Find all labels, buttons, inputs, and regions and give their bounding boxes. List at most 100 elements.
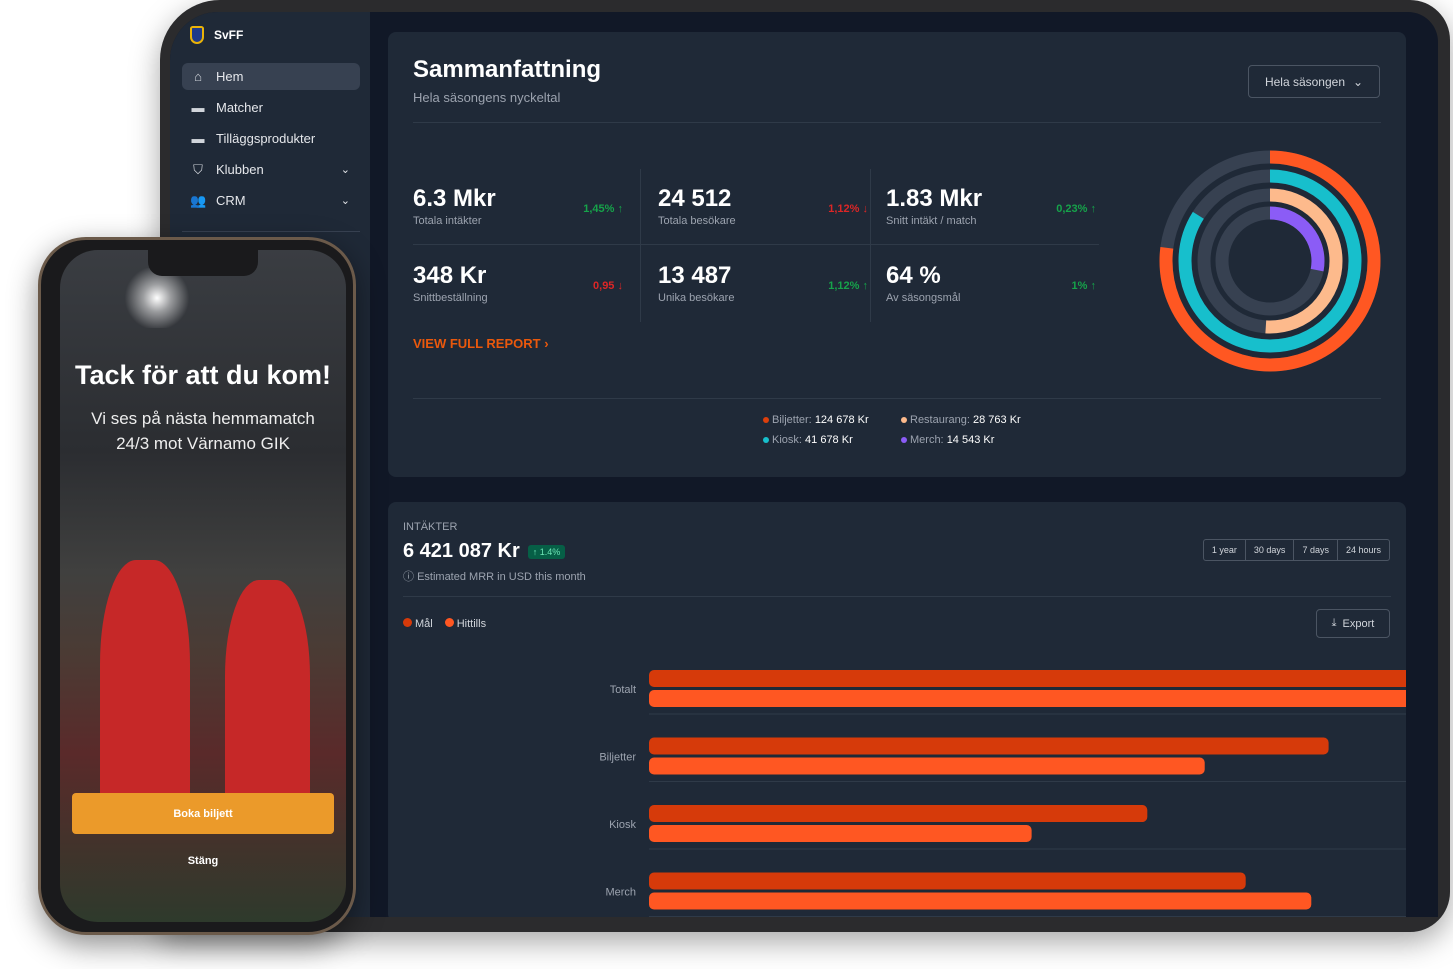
kpi-tile: 24 512 Totala besökare 1,12% ↓ <box>658 185 868 245</box>
chevron-right-icon: › <box>544 336 549 351</box>
kpi-delta: 0,95 ↓ <box>593 280 623 292</box>
crest-logo <box>190 26 204 44</box>
divider <box>403 596 1391 597</box>
bar-biljetter-mal <box>649 737 1329 755</box>
book-ticket-button[interactable]: Boka biljett <box>72 793 334 834</box>
kpi-delta: 0,23% ↑ <box>1056 203 1096 215</box>
divider <box>413 244 1099 245</box>
bar-merch-hittills <box>649 892 1312 910</box>
arrow-down-icon: ↓ <box>862 203 869 215</box>
range-1-year[interactable]: 1 year <box>1211 545 1237 555</box>
category-label: Merch <box>605 887 636 899</box>
bar-totalt-hittills <box>649 690 1406 707</box>
sidebar-item-label: Hem <box>216 69 244 84</box>
summary-card: Sammanfattning Hela säsongens nyckeltal … <box>388 32 1406 477</box>
kpi-tile: 64 % Av säsongsmål 1% ↑ <box>886 262 1096 322</box>
arrow-up-icon: ↑ <box>1090 203 1097 215</box>
legend-amount: 28 763 Kr <box>973 414 1021 426</box>
divider <box>413 122 1381 123</box>
subtitle: Hela säsongens nyckeltal <box>413 90 561 105</box>
kpi-value: 1.83 Mkr <box>886 185 983 212</box>
legend-item: Merch: 14 543 Kr <box>901 434 1041 446</box>
legend-item: Kiosk: 41 678 Kr <box>763 434 901 446</box>
sidebar-item-matcher[interactable]: ▬ Matcher <box>182 94 360 121</box>
category-label: Totalt <box>610 684 636 696</box>
range-24-hours[interactable]: 24 hours <box>1336 540 1389 560</box>
delta-value: 0,23% <box>1056 203 1088 215</box>
view-full-report-link[interactable]: VIEW FULL REPORT › <box>413 336 549 351</box>
kpi-tile: 6.3 Mkr Totala intäkter 1,45% ↑ <box>413 185 623 245</box>
legend-amount: 14 543 Kr <box>946 434 995 446</box>
divider <box>640 169 641 322</box>
legend-dot <box>763 417 769 423</box>
legend-label: Biljetter: <box>772 414 812 426</box>
kpi-label: Snitt intäkt / match <box>886 215 977 227</box>
dashboard-screen: SvFF ⌂ Hem ▬ Matcher ▬ Tilläggsprodukter ⛉ Klub… <box>170 12 1438 917</box>
kpi-value: 348 Kr <box>413 262 487 289</box>
bar-kiosk-hittills <box>649 825 1032 842</box>
sidebar-item-crm[interactable]: 👥 CRM ⌄ <box>182 187 360 214</box>
divider <box>870 169 871 322</box>
range-30-days[interactable]: 30 days <box>1244 540 1294 560</box>
ring-kiosk <box>1178 169 1362 353</box>
bar-biljetter-hittills <box>649 757 1205 775</box>
kpi-label: Totala besökare <box>658 215 736 227</box>
kpi-label: Av säsongsmål <box>886 292 961 304</box>
player-photo <box>100 560 190 820</box>
message-line: 24/3 mot Värnamo GIK <box>116 434 290 453</box>
kpi-value: 6.3 Mkr <box>413 185 496 212</box>
divider <box>413 398 1381 399</box>
sidebar-item-tilläggsprodukter[interactable]: ▬ Tilläggsprodukter <box>182 125 360 152</box>
divider <box>182 231 360 232</box>
legend-amount: 124 678 Kr <box>814 414 869 426</box>
legend-label: Merch: <box>910 434 944 446</box>
chart-legend-item: Mål <box>403 618 433 630</box>
arrow-up-icon: ↑ <box>617 203 624 215</box>
sidebar-item-label: Tilläggsprodukter <box>216 131 316 146</box>
sidebar-item-klubben[interactable]: ⛉ Klubben ⌄ <box>182 156 360 183</box>
delta-value: 1,45% <box>583 203 615 215</box>
sidebar-item-label: Klubben <box>216 162 264 177</box>
brand[interactable]: SvFF <box>190 26 243 44</box>
kpi-delta: 1,45% ↑ <box>583 203 623 215</box>
player-photo <box>225 580 310 820</box>
growth-badge: ↑ 1.4% <box>527 544 566 559</box>
total-value: 6 421 087 Kr <box>403 540 520 562</box>
period-dropdown[interactable]: Hela säsongen ⌄ <box>1248 65 1380 98</box>
revenue-donut-chart <box>1159 150 1381 372</box>
chevron-down-icon: ⌄ <box>1353 74 1364 89</box>
shield-icon: ⛉ <box>193 161 203 177</box>
range-selector: 1 year 30 days 7 days 24 hours <box>1202 539 1390 561</box>
kpi-value: 13 487 <box>658 262 732 289</box>
chevron-down-icon[interactable]: ⌄ <box>340 195 350 207</box>
export-button[interactable]: ⤓ Export <box>1316 609 1390 638</box>
chevron-down-icon[interactable]: ⌄ <box>340 164 350 176</box>
legend-dot <box>901 437 907 443</box>
download-icon: ⤓ <box>1331 617 1337 629</box>
floodlight <box>122 268 192 328</box>
sidebar-item-hem[interactable]: ⌂ Hem <box>182 63 360 90</box>
arrow-down-icon: ↓ <box>617 280 624 292</box>
legend-dot <box>763 437 769 443</box>
sidebar-item-label: CRM <box>216 193 246 208</box>
kpi-tile: 1.83 Mkr Snitt intäkt / match 0,23% ↑ <box>886 185 1096 245</box>
range-7-days[interactable]: 7 days <box>1293 540 1337 560</box>
kpi-label: Snittbeställning <box>413 292 488 304</box>
section-label: INTÄKTER <box>403 521 458 533</box>
period-label: Hela säsongen <box>1264 74 1345 89</box>
kpi-tile: 348 Kr Snittbeställning 0,95 ↓ <box>413 262 623 322</box>
message-line: Vi ses på nästa hemmamatch <box>91 409 315 428</box>
arrow-up-icon: ↑ <box>862 280 869 292</box>
close-button[interactable]: Stäng <box>187 855 219 867</box>
revenue-bar-chart: Totalt Biljetter Kiosk Merch <box>599 670 1406 917</box>
phone-title: Tack för att du kom! <box>74 360 332 390</box>
ring-biljetter <box>1159 150 1381 372</box>
phone-notch <box>148 250 258 276</box>
delta-value: 1,12% <box>828 203 860 215</box>
kpi-tile: 13 487 Unika besökare 1,12% ↑ <box>658 262 868 322</box>
page-title: Sammanfattning <box>413 56 602 83</box>
phone-screen: Tack för att du kom! Vi ses på nästa hem… <box>60 250 346 922</box>
kpi-label: Unika besökare <box>658 292 735 304</box>
bar-totalt-mal <box>649 670 1406 687</box>
delta-value: 0,95 <box>593 280 615 292</box>
